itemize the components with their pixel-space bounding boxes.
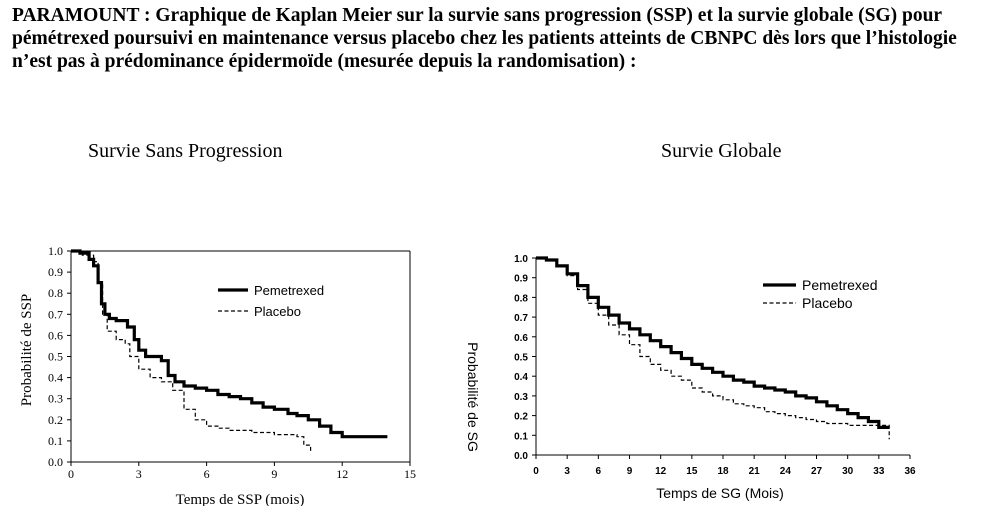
- legend-label-placebo: Placebo: [802, 295, 853, 311]
- y-tick-label: 0.4: [48, 371, 63, 385]
- y-tick-label: 0.7: [48, 307, 63, 321]
- legend-label-placebo: Placebo: [254, 304, 301, 319]
- y-tick-label: 0.3: [48, 392, 63, 406]
- y-tick-label: 0.1: [514, 431, 528, 442]
- x-tick-label: 18: [717, 466, 729, 477]
- y-tick-label: 0.5: [48, 350, 63, 364]
- chart-1: 0 3 6 9 12 15 18 21 24 27 30 33 360.00.10.20.30.40.5…: [465, 254, 916, 501]
- y-tick-label: 0.8: [48, 286, 63, 300]
- legend-label-pemetrexed: Pemetrexed: [802, 277, 877, 293]
- y-axis-label: Probabilité de SG: [465, 342, 481, 452]
- x-axis-label: Temps de SSP (mois): [176, 492, 305, 506]
- x-tick-label: 12: [336, 467, 348, 481]
- chart-0: 0 3 6 9 12 15 0.0 0.1 0.2 0.3 0.4 0.5 0.6 0.7 0.8 0.9 1.…: [19, 244, 416, 506]
- x-tick-label: 0: [68, 467, 74, 481]
- chart-title-ssp: Survie Sans Progression: [88, 140, 283, 162]
- x-tick-label: 3: [136, 467, 142, 481]
- x-tick-label: 33: [873, 466, 885, 477]
- y-tick-label: 0.4: [514, 372, 528, 383]
- y-tick-label: 0.2: [514, 412, 528, 423]
- x-tick-label: 24: [780, 466, 792, 477]
- y-tick-label: 1.0: [514, 254, 528, 265]
- x-tick-label: 36: [904, 466, 916, 477]
- x-tick-label: 15: [686, 466, 698, 477]
- series-line-pemetrexed: [536, 256, 890, 429]
- y-tick-label: 1.0: [48, 244, 63, 258]
- series-line-placebo: [536, 257, 890, 440]
- x-tick-label: 12: [655, 466, 667, 477]
- series-line-placebo: [71, 250, 312, 452]
- x-tick-label: 21: [749, 466, 761, 477]
- y-tick-label: 0.6: [48, 328, 63, 342]
- y-tick-label: 0.5: [514, 353, 528, 364]
- legend-label-pemetrexed: Pemetrexed: [254, 283, 324, 298]
- y-tick-label: 0.9: [514, 274, 528, 285]
- y-tick-label: 0.7: [514, 313, 528, 324]
- x-tick-label: 15: [404, 467, 416, 481]
- y-tick-label: 0.0: [48, 455, 63, 469]
- x-tick-label: 30: [842, 466, 854, 477]
- x-tick-label: 9: [627, 466, 633, 477]
- x-tick-label: 9: [271, 467, 277, 481]
- y-tick-label: 0.3: [514, 392, 528, 403]
- page-heading: PARAMOUNT : Graphique de Kaplan Meier su…: [12, 5, 957, 72]
- y-tick-label: 0.9: [48, 265, 63, 279]
- y-axis-label: Probabilité de SSP: [19, 294, 35, 407]
- x-axis-label: Temps de SG (Mois): [656, 485, 784, 501]
- series-line-pemetrexed: [71, 249, 388, 439]
- x-tick-label: 27: [811, 466, 823, 477]
- y-tick-label: 0.0: [514, 451, 528, 462]
- x-tick-label: 6: [204, 467, 210, 481]
- chart-title-sg: Survie Globale: [661, 140, 782, 162]
- x-tick-label: 3: [564, 466, 570, 477]
- x-tick-label: 0: [533, 466, 539, 477]
- x-tick-label: 6: [596, 466, 602, 477]
- y-tick-label: 0.8: [514, 293, 528, 304]
- y-tick-label: 0.6: [514, 333, 528, 344]
- y-tick-label: 0.2: [48, 413, 63, 427]
- y-tick-label: 0.1: [48, 434, 63, 448]
